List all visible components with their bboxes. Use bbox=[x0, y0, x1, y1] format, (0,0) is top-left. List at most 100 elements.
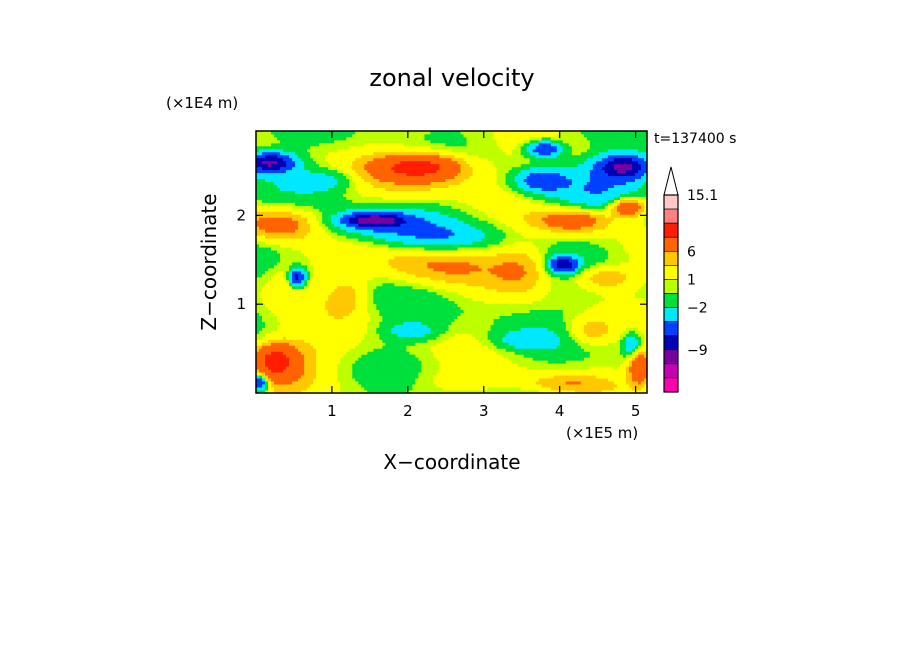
field-cell bbox=[523, 318, 528, 322]
field-cell bbox=[352, 276, 356, 281]
field-cell bbox=[268, 342, 272, 346]
field-cell bbox=[547, 303, 552, 308]
field-cell bbox=[574, 318, 579, 322]
field-cell bbox=[355, 291, 359, 296]
field-cell bbox=[553, 384, 558, 388]
field-cell bbox=[508, 333, 513, 337]
field-cell bbox=[487, 321, 491, 325]
field-cell bbox=[301, 339, 305, 343]
field-cell bbox=[415, 339, 419, 343]
field-cell bbox=[328, 345, 332, 349]
field-cell bbox=[559, 330, 564, 334]
field-cell bbox=[592, 357, 597, 361]
field-cell bbox=[331, 378, 335, 382]
field-cell bbox=[421, 324, 425, 328]
field-cell bbox=[556, 372, 561, 376]
field-cell bbox=[625, 309, 630, 314]
field-cell bbox=[388, 366, 392, 370]
field-cell bbox=[439, 321, 443, 325]
field-cell bbox=[292, 315, 296, 319]
field-cell bbox=[418, 336, 422, 340]
field-cell bbox=[538, 351, 543, 355]
field-cell bbox=[319, 285, 323, 290]
field-cell bbox=[580, 354, 585, 358]
field-cell bbox=[334, 351, 338, 355]
field-cell bbox=[295, 357, 299, 361]
field-cell bbox=[541, 354, 546, 358]
field-cell bbox=[496, 324, 501, 328]
field-cell bbox=[454, 309, 458, 314]
field-cell bbox=[289, 342, 293, 346]
field-cell bbox=[499, 300, 504, 305]
field-cell bbox=[403, 324, 407, 328]
field-cell bbox=[352, 294, 356, 299]
field-cell bbox=[589, 303, 594, 308]
field-cell bbox=[397, 378, 401, 382]
field-cell bbox=[340, 318, 344, 322]
field-cell bbox=[331, 348, 335, 352]
field-cell bbox=[343, 318, 347, 322]
field-cell bbox=[286, 372, 290, 376]
field-cell bbox=[388, 333, 392, 337]
field-cell bbox=[532, 378, 537, 382]
field-cell bbox=[328, 324, 332, 328]
field-cell bbox=[262, 318, 266, 322]
field-cell bbox=[412, 369, 416, 373]
field-cell bbox=[631, 321, 636, 325]
field-cell bbox=[520, 339, 525, 343]
field-cell bbox=[631, 300, 636, 305]
field-cell bbox=[289, 378, 293, 382]
field-cell bbox=[322, 339, 326, 343]
field-cell bbox=[325, 375, 329, 379]
field-cell bbox=[280, 381, 284, 385]
field-cell bbox=[274, 306, 278, 311]
field-cell bbox=[583, 321, 588, 325]
field-cell bbox=[577, 390, 582, 393]
field-cell bbox=[547, 366, 552, 370]
field-cell bbox=[565, 312, 570, 316]
field-cell bbox=[529, 327, 534, 331]
field-cell bbox=[268, 345, 272, 349]
field-cell bbox=[607, 348, 612, 352]
field-cell bbox=[436, 384, 440, 388]
field-cell bbox=[487, 348, 491, 352]
field-cell bbox=[316, 381, 320, 385]
field-cell bbox=[355, 309, 359, 314]
field-cell bbox=[262, 333, 266, 337]
field-cell bbox=[469, 378, 473, 382]
field-cell bbox=[271, 276, 275, 281]
field-cell bbox=[475, 363, 479, 367]
field-cell bbox=[385, 300, 389, 305]
field-cell bbox=[448, 315, 452, 319]
field-cell bbox=[541, 339, 546, 343]
field-cell bbox=[409, 345, 413, 349]
field-cell bbox=[574, 336, 579, 340]
field-cell bbox=[481, 312, 485, 316]
field-cell bbox=[634, 315, 639, 319]
field-cell bbox=[472, 324, 476, 328]
field-cell bbox=[490, 288, 495, 293]
field-cell bbox=[526, 351, 531, 355]
field-cell bbox=[421, 297, 425, 302]
field-cell bbox=[352, 360, 356, 364]
field-cell bbox=[469, 327, 473, 331]
field-cell bbox=[286, 318, 290, 322]
field-cell bbox=[529, 345, 534, 349]
field-cell bbox=[622, 375, 627, 379]
field-cell bbox=[397, 360, 401, 364]
field-cell bbox=[307, 318, 311, 322]
field-cell bbox=[343, 375, 347, 379]
field-cell bbox=[418, 285, 422, 290]
field-cell bbox=[487, 357, 491, 361]
field-cell bbox=[367, 282, 371, 287]
field-cell bbox=[397, 288, 401, 293]
field-cell bbox=[613, 375, 618, 379]
field-cell bbox=[301, 291, 305, 296]
field-cell bbox=[457, 297, 461, 302]
field-cell bbox=[304, 369, 308, 373]
field-cell bbox=[415, 333, 419, 337]
field-cell bbox=[319, 288, 323, 293]
field-cell bbox=[559, 288, 564, 293]
field-cell bbox=[256, 309, 260, 314]
field-cell bbox=[592, 339, 597, 343]
